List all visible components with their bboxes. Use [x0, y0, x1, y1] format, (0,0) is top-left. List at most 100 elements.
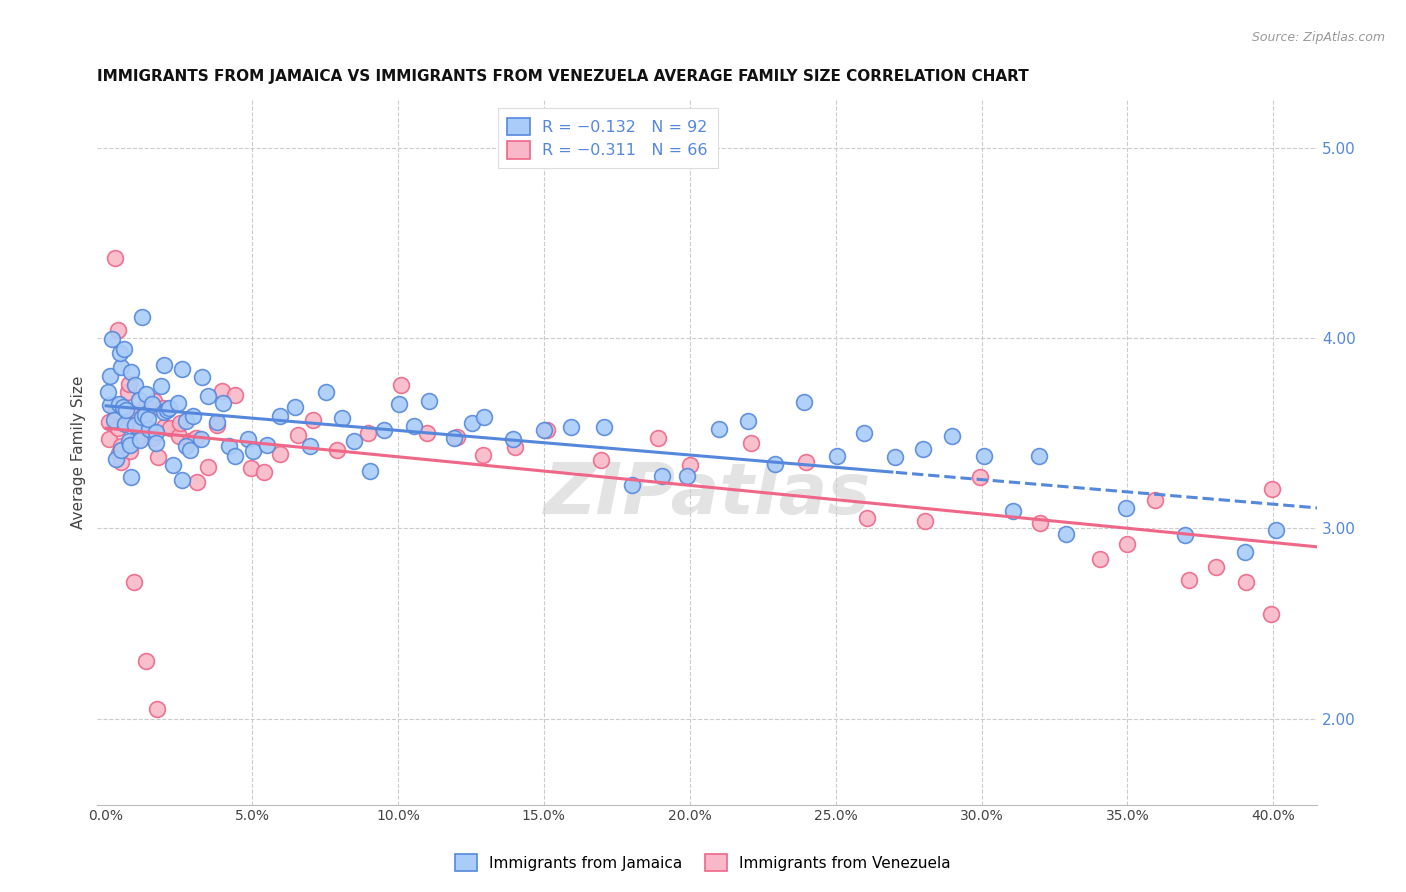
Point — [169, 417, 191, 431]
Point — [118, 409, 141, 423]
Point — [146, 702, 169, 716]
Point — [443, 431, 465, 445]
Point — [197, 459, 219, 474]
Point — [1260, 607, 1282, 622]
Text: IMMIGRANTS FROM JAMAICA VS IMMIGRANTS FROM VENEZUELA AVERAGE FAMILY SIZE CORRELA: IMMIGRANTS FROM JAMAICA VS IMMIGRANTS FR… — [97, 69, 1029, 84]
Point — [138, 422, 160, 436]
Point — [120, 365, 142, 379]
Point — [134, 408, 156, 422]
Point — [647, 431, 669, 445]
Point — [122, 575, 145, 590]
Point — [1265, 523, 1288, 537]
Point — [825, 449, 848, 463]
Point — [190, 370, 212, 384]
Point — [131, 310, 153, 324]
Point — [218, 439, 240, 453]
Point — [103, 413, 125, 427]
Text: ZIPatlas: ZIPatlas — [544, 460, 870, 529]
Point — [110, 442, 132, 457]
Point — [211, 384, 233, 398]
Point — [131, 409, 153, 424]
Point — [224, 388, 246, 402]
Point — [104, 252, 127, 266]
Point — [676, 468, 699, 483]
Point — [159, 420, 181, 434]
Point — [167, 396, 190, 410]
Point — [108, 446, 131, 460]
Point — [651, 469, 673, 483]
Point — [108, 346, 131, 360]
Point — [150, 379, 173, 393]
Point — [142, 431, 165, 445]
Point — [402, 418, 425, 433]
Point — [502, 432, 524, 446]
Point — [98, 432, 121, 446]
Point — [914, 514, 936, 528]
Point — [269, 447, 291, 461]
Point — [855, 511, 877, 525]
Point — [135, 655, 157, 669]
Point — [135, 398, 157, 412]
Point — [205, 415, 228, 429]
Point — [416, 426, 439, 441]
Point — [388, 397, 411, 411]
Point — [461, 416, 484, 430]
Point — [1116, 537, 1139, 551]
Y-axis label: Average Family Size: Average Family Size — [72, 376, 86, 529]
Point — [120, 438, 142, 452]
Point — [174, 413, 197, 427]
Point — [146, 450, 169, 464]
Point — [1205, 560, 1227, 574]
Point — [389, 377, 412, 392]
Point — [740, 436, 762, 450]
Point — [153, 358, 176, 372]
Point — [125, 432, 148, 446]
Point — [162, 458, 184, 472]
Point — [110, 359, 132, 374]
Point — [1234, 545, 1257, 559]
Point — [179, 434, 201, 448]
Point — [678, 458, 700, 472]
Point — [356, 425, 378, 440]
Point — [108, 397, 131, 411]
Point — [118, 377, 141, 392]
Point — [269, 409, 291, 423]
Point — [197, 389, 219, 403]
Point — [114, 417, 136, 431]
Point — [418, 394, 440, 409]
Point — [167, 429, 190, 443]
Point — [737, 414, 759, 428]
Point — [1028, 516, 1050, 531]
Point — [471, 448, 494, 462]
Point — [181, 409, 204, 424]
Point — [186, 475, 208, 490]
Point — [1234, 574, 1257, 589]
Point — [190, 433, 212, 447]
Point — [157, 401, 180, 415]
Point — [124, 377, 146, 392]
Point — [117, 385, 139, 400]
Point — [239, 461, 262, 475]
Point — [1088, 551, 1111, 566]
Point — [1174, 527, 1197, 541]
Point — [793, 394, 815, 409]
Point — [1001, 504, 1024, 518]
Point — [153, 405, 176, 419]
Point — [326, 442, 349, 457]
Point — [298, 439, 321, 453]
Point — [138, 402, 160, 417]
Point — [111, 400, 134, 414]
Legend: R = −0.132   N = 92, R = −0.311   N = 66: R = −0.132 N = 92, R = −0.311 N = 66 — [498, 108, 717, 169]
Point — [1143, 492, 1166, 507]
Point — [330, 410, 353, 425]
Point — [179, 442, 201, 457]
Point — [128, 392, 150, 407]
Point — [107, 420, 129, 434]
Point — [107, 322, 129, 336]
Point — [593, 419, 616, 434]
Point — [560, 420, 582, 434]
Point — [1177, 573, 1199, 587]
Point — [301, 413, 323, 427]
Point — [794, 455, 817, 469]
Point — [184, 431, 207, 445]
